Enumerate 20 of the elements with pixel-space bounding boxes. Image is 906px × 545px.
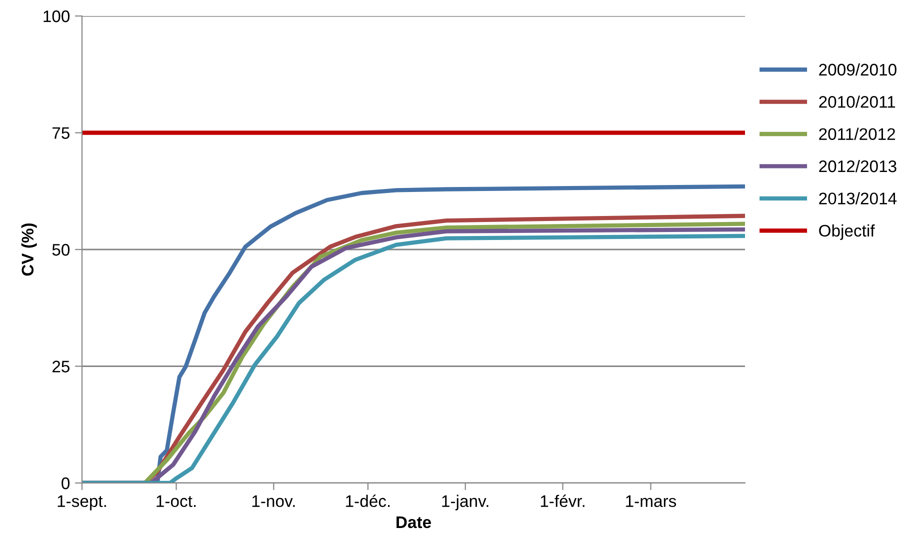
y-axis-title: CV (%) xyxy=(21,223,37,276)
x-axis-title: Date xyxy=(396,516,431,528)
x-tick-label: 1-mars xyxy=(626,495,676,508)
legend-label: 2012/2013 xyxy=(819,160,896,172)
x-tick-label: 1-janv. xyxy=(442,494,488,510)
y-tick-label: 75 xyxy=(52,127,70,139)
x-tick-label: 1-févr. xyxy=(540,494,584,508)
y-tick-label: 0 xyxy=(62,477,70,490)
x-tick-label: 1-nov. xyxy=(252,495,295,508)
x-tick-label: 1-sept. xyxy=(58,495,106,510)
legend-label: 2013/2014 xyxy=(819,192,897,204)
x-tick-label: 1-déc. xyxy=(346,494,390,508)
legend-label: 2010/2011 xyxy=(819,96,896,108)
legend-label: 2011/2012 xyxy=(819,128,896,140)
legend-label: 2009/2010 xyxy=(819,63,896,76)
legend-label: Objectif xyxy=(819,224,875,240)
y-tick-label: 100 xyxy=(44,10,70,22)
y-tick-label: 25 xyxy=(52,360,70,372)
x-tick-label: 1-oct. xyxy=(156,495,196,508)
y-tick-label: 50 xyxy=(52,244,70,256)
